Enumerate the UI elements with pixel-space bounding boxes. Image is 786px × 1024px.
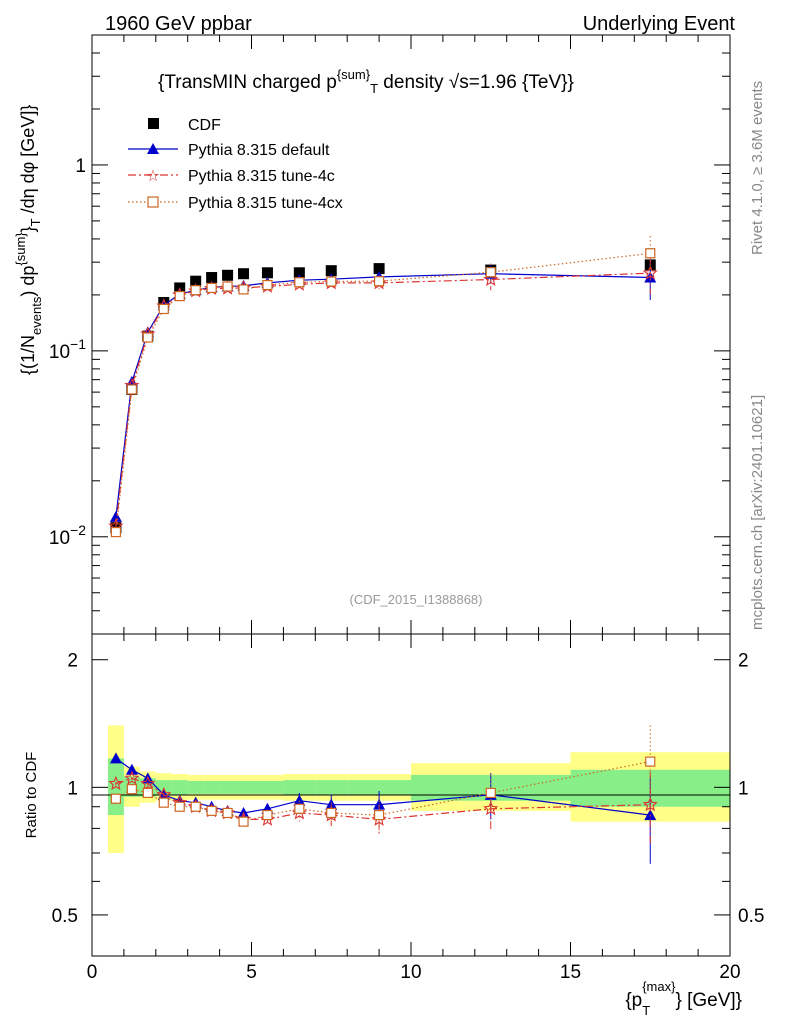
ratio-band-inner	[187, 780, 204, 794]
ratio-data-point	[642, 796, 658, 812]
analysis-id: (CDF_2015_I1388868)	[350, 592, 483, 607]
ratio-data-point	[125, 763, 138, 775]
legend-marker-4cx	[147, 196, 159, 208]
ratio-y-tick-label-right: 0.5	[738, 906, 764, 927]
x-tick-label: 15	[560, 962, 581, 983]
ratio-data-point	[109, 752, 122, 764]
ratio-data-point	[326, 807, 337, 819]
main-data-point	[293, 267, 305, 279]
main-y-tick-label: 10−2	[49, 522, 86, 549]
main-data-point	[483, 271, 499, 286]
ratio-data-point	[238, 816, 249, 827]
ratio-data-point	[190, 801, 201, 812]
main-data-point	[373, 263, 385, 275]
x-tick-label: 10	[400, 962, 421, 983]
main-data-point	[325, 265, 337, 277]
ratio-band-inner	[251, 780, 284, 794]
main-ylabel: {(1/Nevents) dp{sum}}T /dη dφ [GeV]}	[13, 105, 44, 375]
x-axis-label: {pT{max}} [GeV]}	[625, 979, 742, 1018]
ratio-data-point	[485, 787, 496, 799]
ratio-data-point	[645, 756, 656, 767]
ratio-data-point	[374, 809, 385, 821]
mcplots-label: mcplots.cern.ch [arXiv:2401.10621]	[749, 395, 766, 630]
ratio-data-point	[140, 775, 156, 791]
x-tick-label: 5	[246, 962, 257, 983]
ratio-data-point	[108, 775, 124, 791]
ratio-series-line	[115, 761, 651, 823]
ratio-data-point	[142, 787, 153, 799]
legend-label-cdf: CDF	[188, 117, 221, 134]
ratio-y-tick-label-right: 1	[738, 778, 749, 799]
ratio-data-point	[293, 794, 306, 806]
main-data-point	[109, 510, 122, 522]
main-data-point	[222, 281, 233, 292]
header-right: Underlying Event	[583, 13, 736, 35]
main-data-point	[142, 332, 153, 343]
legend-marker-4c: ☆	[146, 168, 160, 185]
main-data-point	[326, 276, 337, 287]
x-tick-label: 20	[719, 962, 740, 983]
main-data-point	[206, 272, 218, 284]
legend-marker-cdf	[148, 118, 159, 129]
main-data-point	[206, 282, 217, 294]
ratio-band-inner	[315, 780, 348, 795]
main-data-point	[190, 275, 202, 287]
ratio-data-point	[158, 797, 169, 808]
legend-label-4cx: Pythia 8.315 tune-4cx	[188, 195, 343, 212]
ratio-y-tick-label: 2	[67, 651, 78, 672]
ratio-data-point	[373, 798, 386, 810]
ratio-data-point	[124, 770, 140, 785]
ratio-data-point	[222, 807, 233, 819]
ratio-data-point	[110, 793, 122, 804]
ratio-data-point	[174, 801, 185, 812]
legend-label-4c: Pythia 8.315 tune-4c	[188, 168, 335, 185]
x-tick-label: 0	[87, 962, 98, 983]
ratio-data-point	[126, 784, 137, 795]
ratio-ylabel: Ratio to CDF	[23, 752, 40, 839]
main-data-point	[125, 376, 138, 388]
ratio-band-inner	[283, 780, 316, 795]
ratio-data-point	[325, 798, 338, 810]
main-data-point	[485, 267, 496, 278]
main-data-point	[158, 303, 169, 315]
ratio-band-inner	[235, 780, 252, 794]
ratio-band-inner	[171, 780, 188, 795]
main-series-line	[115, 273, 651, 517]
ratio-data-point	[262, 809, 273, 821]
legend-marker-default	[147, 143, 159, 154]
ratio-y-tick-label: 1	[67, 778, 78, 799]
main-data-point	[110, 526, 122, 538]
main-data-point	[238, 268, 250, 280]
main-data-point	[238, 284, 249, 295]
main-data-point	[174, 291, 185, 302]
main-data-point	[374, 276, 385, 287]
main-data-point	[261, 267, 273, 279]
main-y-tick-label: 1	[75, 156, 86, 177]
ratio-band-inner	[347, 780, 411, 795]
ratio-y-tick-label: 0.5	[52, 906, 78, 927]
main-y-tick-label: 10−1	[49, 336, 86, 363]
main-data-point	[262, 279, 273, 291]
ratio-data-point	[294, 803, 305, 814]
main-title: {TransMIN charged p{sum}T density √s=1.9…	[158, 67, 574, 96]
rivet-label: Rivet 4.1.0, ≥ 3.6M events	[749, 81, 766, 255]
ratio-band-inner	[219, 780, 236, 794]
main-data-point	[645, 248, 656, 259]
main-series-line	[115, 272, 651, 527]
legend-label-default: Pythia 8.315 default	[188, 142, 330, 159]
main-data-point	[126, 384, 137, 395]
main-data-point	[294, 277, 305, 288]
legend: CDF Pythia 8.315 default ☆ Pythia 8.315 …	[128, 117, 343, 212]
ratio-data-point	[206, 805, 217, 816]
main-data-point	[222, 269, 234, 281]
ratio-y-tick-label-right: 2	[738, 651, 749, 672]
header-left: 1960 GeV ppbar	[105, 13, 252, 35]
main-data-point	[642, 265, 658, 280]
main-data-point	[190, 285, 201, 296]
ratio-band-inner	[203, 780, 220, 794]
